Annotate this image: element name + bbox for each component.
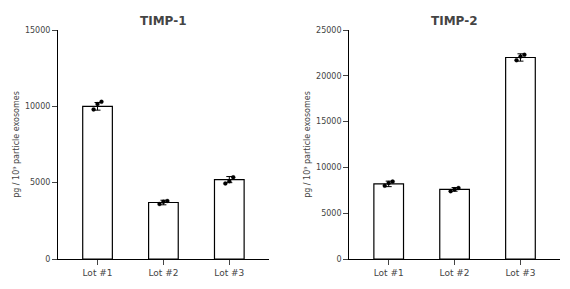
svg-text:pg / 10⁹ particle exosomes: pg / 10⁹ particle exosomes xyxy=(303,91,312,198)
svg-text:15000: 15000 xyxy=(316,117,341,126)
svg-text:15000: 15000 xyxy=(25,26,50,35)
svg-text:pg / 10⁹ particle exosomes: pg / 10⁹ particle exosomes xyxy=(12,91,21,198)
svg-text:Lot #3: Lot #3 xyxy=(505,268,535,278)
svg-text:0: 0 xyxy=(336,255,341,264)
svg-text:Lot #2: Lot #2 xyxy=(440,268,470,278)
svg-text:Lot #2: Lot #2 xyxy=(148,268,178,278)
svg-text:Lot #1: Lot #1 xyxy=(374,268,404,278)
svg-text:Lot #1: Lot #1 xyxy=(83,268,113,278)
svg-text:10000: 10000 xyxy=(25,102,50,111)
svg-text:Lot #3: Lot #3 xyxy=(214,268,244,278)
svg-text:25000: 25000 xyxy=(316,26,341,35)
svg-text:5000: 5000 xyxy=(30,178,50,187)
svg-text:10000: 10000 xyxy=(316,163,341,172)
svg-text:TIMP-2: TIMP-2 xyxy=(431,14,478,28)
svg-text:TIMP-1: TIMP-1 xyxy=(140,14,187,28)
svg-text:20000: 20000 xyxy=(316,72,341,81)
svg-text:5000: 5000 xyxy=(321,209,341,218)
svg-text:0: 0 xyxy=(45,255,50,264)
